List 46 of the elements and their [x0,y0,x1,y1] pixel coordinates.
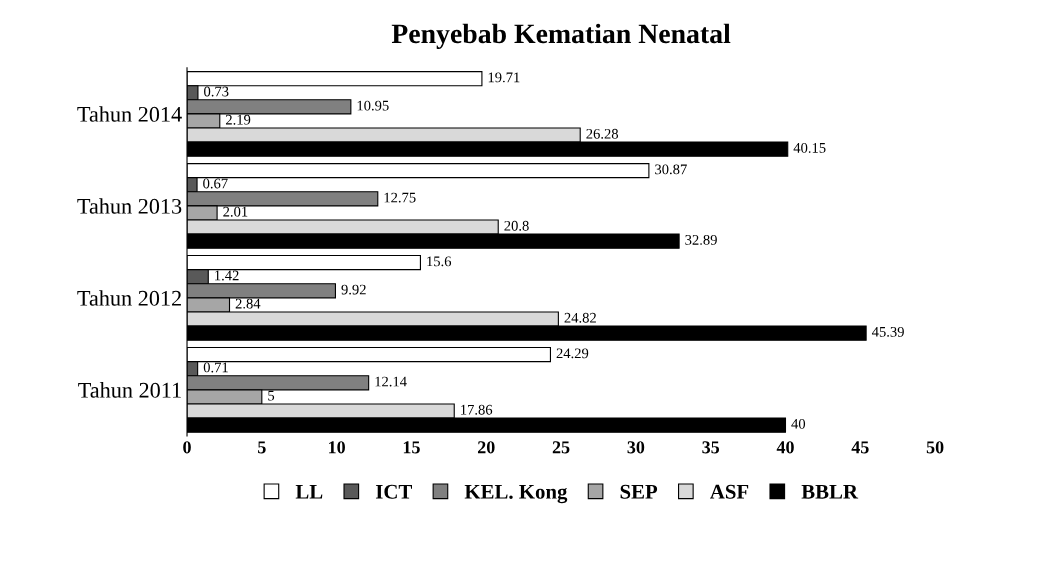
data-label: 17.86 [461,404,493,415]
x-tick-label: 15 [403,441,420,454]
x-tick-label: 45 [851,441,869,454]
data-label: 2.19 [225,114,251,125]
data-label: 15.6 [427,256,452,267]
data-label: 26.28 [586,128,619,139]
data-label: 12.14 [375,376,407,387]
legend-label: BBLR [801,484,859,499]
x-tick-label: 25 [552,441,570,454]
y-tick-label: Tahun 2014 [77,106,182,122]
chart-title: Penyebab Kematian Nenatal [391,23,731,49]
y-tick-label: Tahun 2011 [78,382,181,398]
data-label: 24.29 [556,348,589,359]
data-label: 10.95 [357,100,389,111]
x-tick-label: 10 [329,441,345,454]
y-tick-label: Tahun 2013 [77,198,182,214]
data-label: 24.82 [564,312,596,323]
data-label: 0.71 [203,362,228,373]
x-tick-label: 50 [926,441,944,454]
x-tick-label: 30 [627,441,645,454]
x-tick-label: 35 [702,441,720,454]
x-tick-label: 20 [477,441,495,454]
legend-label: KEL. Kong [464,484,568,504]
data-label: 19.71 [488,72,520,83]
x-tick-label: 5 [258,441,266,454]
legend-label: ASF [710,484,749,499]
x-tick-label: 0 [183,441,191,454]
data-label: 9.92 [341,284,366,295]
y-tick-label: Tahun 2012 [77,290,181,306]
data-label: 20.8 [504,220,529,231]
data-label: 40 [791,418,806,429]
data-label: 2.01 [223,206,248,217]
data-label: 5 [268,390,275,401]
data-label: 45.39 [871,326,904,337]
data-label: 12.75 [384,192,416,203]
data-label: 32.89 [685,234,717,245]
data-label: 0.67 [203,178,228,189]
data-label: 1.42 [215,270,239,281]
legend-label: SEP [620,484,658,499]
legend-label: LL [295,484,323,499]
x-tick-label: 40 [776,441,794,454]
legend-label: ICT [375,484,412,499]
data-label: 2.84 [235,298,261,309]
data-label: 30.87 [655,164,687,175]
data-label: 40.15 [793,142,826,153]
data-label: 0.73 [204,86,229,97]
